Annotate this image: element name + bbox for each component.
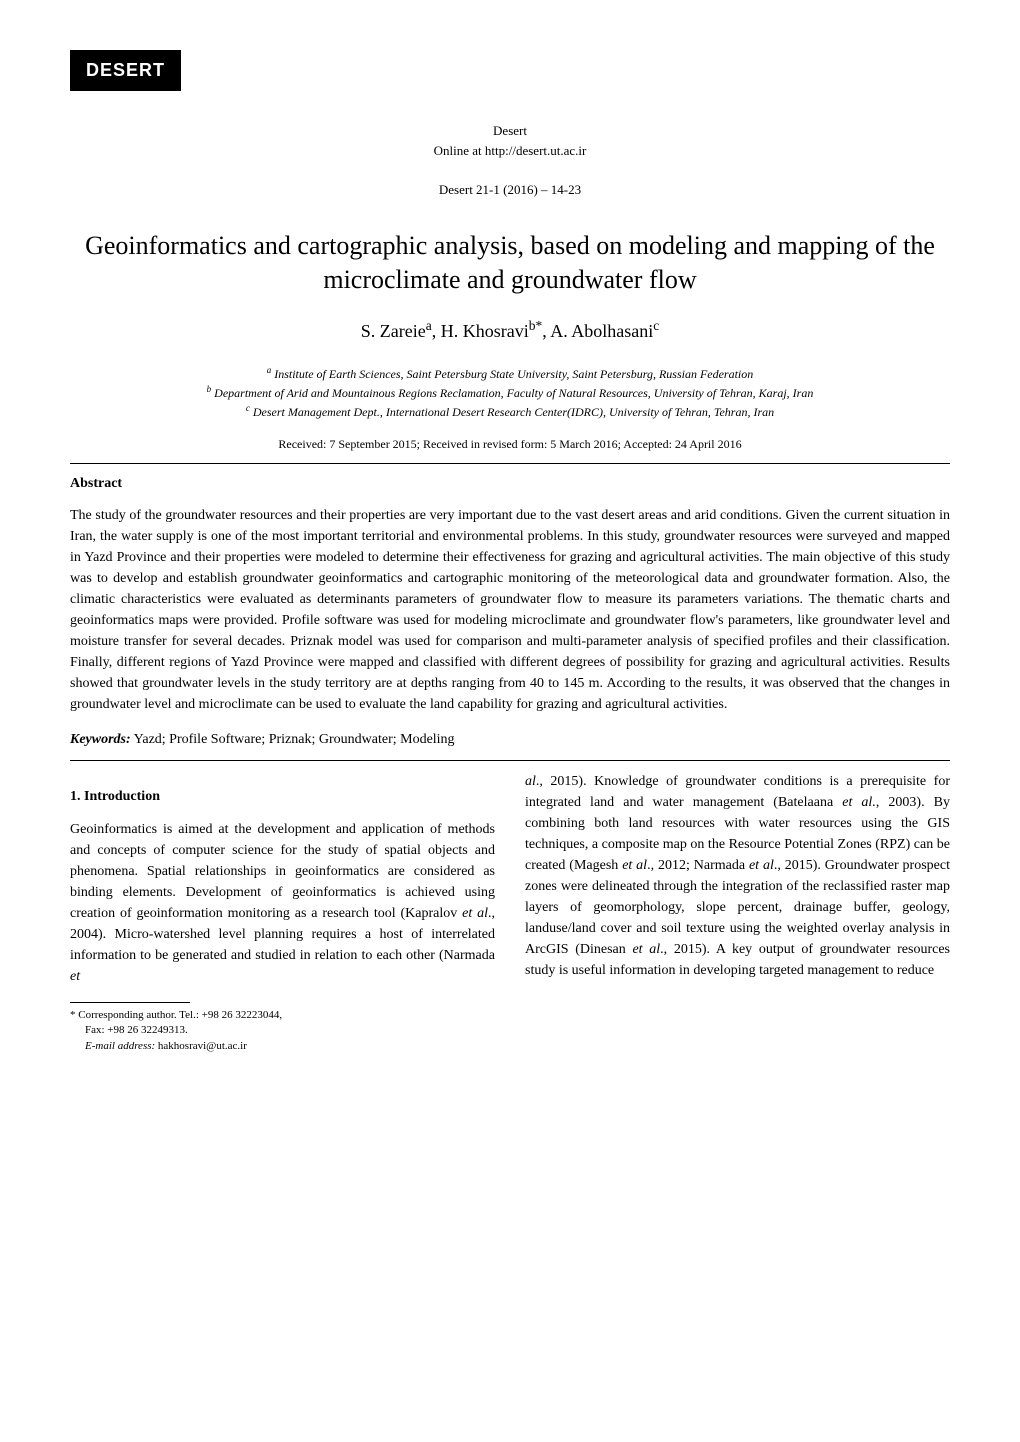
journal-online-url: Online at http://desert.ut.ac.ir [70, 141, 950, 161]
column-right: al., 2015). Knowledge of groundwater con… [525, 771, 950, 1054]
footnote-corresponding: * Corresponding author. Tel.: +98 26 322… [70, 1008, 495, 1023]
keywords-values: Yazd; Profile Software; Priznak; Groundw… [131, 732, 455, 747]
authors: S. Zareiea, H. Khosravib*, A. Abolhasani… [70, 317, 950, 344]
affiliation-b: b Department of Arid and Mountainous Reg… [70, 383, 950, 402]
abstract-heading: Abstract [70, 474, 950, 494]
journal-badge: DESERT [70, 50, 181, 91]
affiliation-c: c Desert Management Dept., International… [70, 402, 950, 421]
footnote-fax: Fax: +98 26 32249313. [70, 1023, 495, 1038]
footnote-email-value: hakhosravi@ut.ac.ir [155, 1040, 247, 1052]
introduction-text-left: Geoinformatics is aimed at the developme… [70, 819, 495, 987]
received-dates: Received: 7 September 2015; Received in … [70, 436, 950, 453]
article-title: Geoinformatics and cartographic analysis… [70, 229, 950, 297]
keywords-label: Keywords: [70, 732, 131, 747]
abstract-text: The study of the groundwater resources a… [70, 505, 950, 715]
horizontal-rule [70, 463, 950, 464]
footnote-email: E-mail address: hakhosravi@ut.ac.ir [70, 1039, 495, 1054]
column-left: 1. Introduction Geoinformatics is aimed … [70, 771, 495, 1054]
affiliations-block: a Institute of Earth Sciences, Saint Pet… [70, 364, 950, 421]
journal-info-block: Desert Online at http://desert.ut.ac.ir … [70, 121, 950, 199]
journal-issue: Desert 21-1 (2016) – 14-23 [70, 180, 950, 200]
horizontal-rule [70, 760, 950, 761]
body-columns: 1. Introduction Geoinformatics is aimed … [70, 771, 950, 1054]
journal-name: Desert [70, 121, 950, 141]
introduction-heading: 1. Introduction [70, 786, 495, 807]
footnote-block: * Corresponding author. Tel.: +98 26 322… [70, 1008, 495, 1054]
footnote-email-label: E-mail address: [85, 1040, 155, 1052]
keywords-line: Keywords: Yazd; Profile Software; Prizna… [70, 730, 950, 750]
footnote-divider [70, 1002, 190, 1003]
introduction-text-right: al., 2015). Knowledge of groundwater con… [525, 771, 950, 981]
affiliation-a: a Institute of Earth Sciences, Saint Pet… [70, 364, 950, 383]
